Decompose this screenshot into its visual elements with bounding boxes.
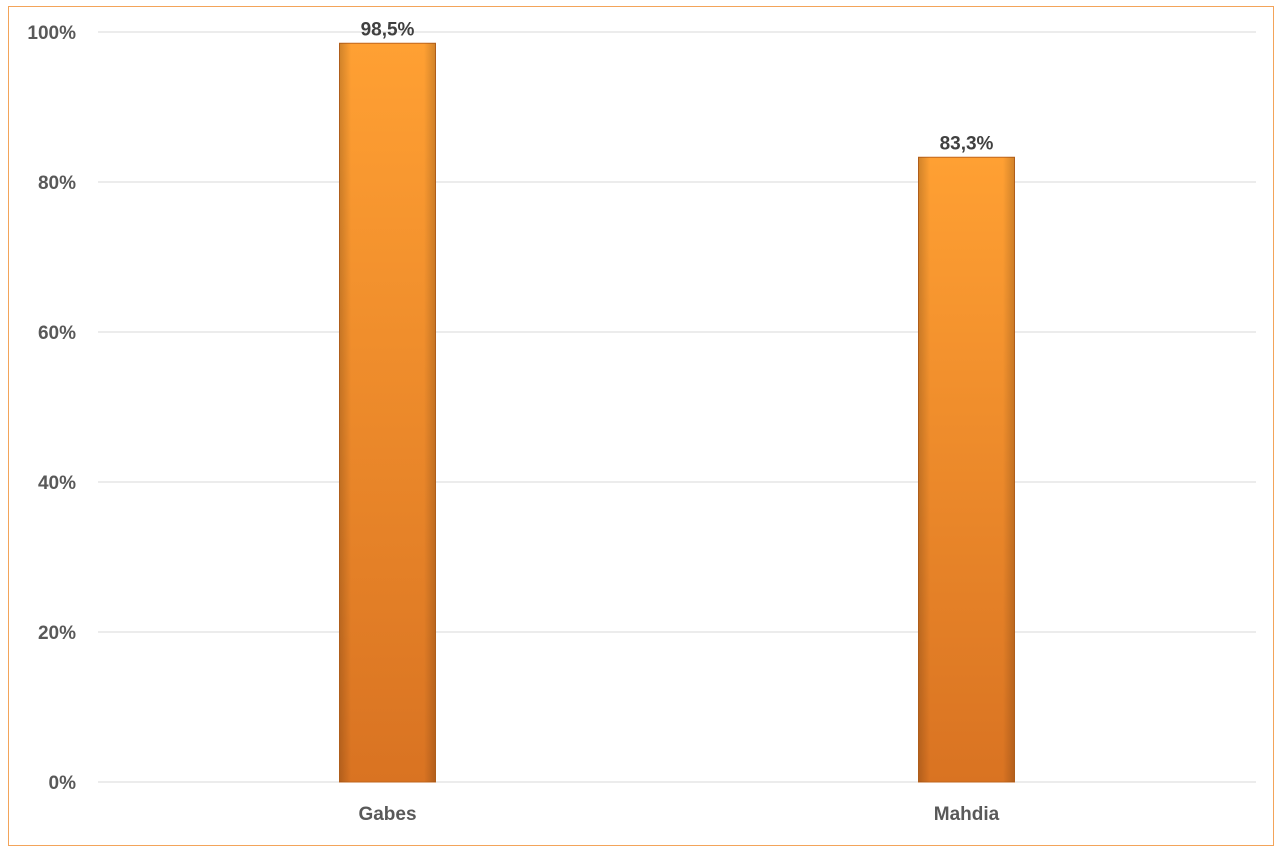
data-label: 98,5% — [361, 19, 415, 40]
bar-shading — [918, 157, 1015, 782]
data-labels: 98,5% 83,3% — [361, 19, 994, 154]
y-tick-label: 0% — [49, 773, 77, 794]
x-axis-categories: Gabes Mahdia — [358, 804, 999, 825]
x-category-label: Mahdia — [934, 804, 1000, 825]
y-tick-label: 60% — [38, 323, 76, 344]
y-axis-ticks: 0% 20% 40% 60% 80% 100% — [27, 23, 76, 794]
y-tick-label: 20% — [38, 623, 76, 644]
y-tick-label: 80% — [38, 173, 76, 194]
x-category-label: Gabes — [358, 804, 416, 825]
bars — [339, 42, 1015, 783]
bar-shading — [339, 43, 436, 782]
y-tick-label: 100% — [27, 23, 76, 44]
y-tick-label: 40% — [38, 473, 76, 494]
gridlines — [98, 31, 1256, 783]
chart-frame — [8, 6, 1274, 846]
data-label: 83,3% — [940, 133, 994, 154]
